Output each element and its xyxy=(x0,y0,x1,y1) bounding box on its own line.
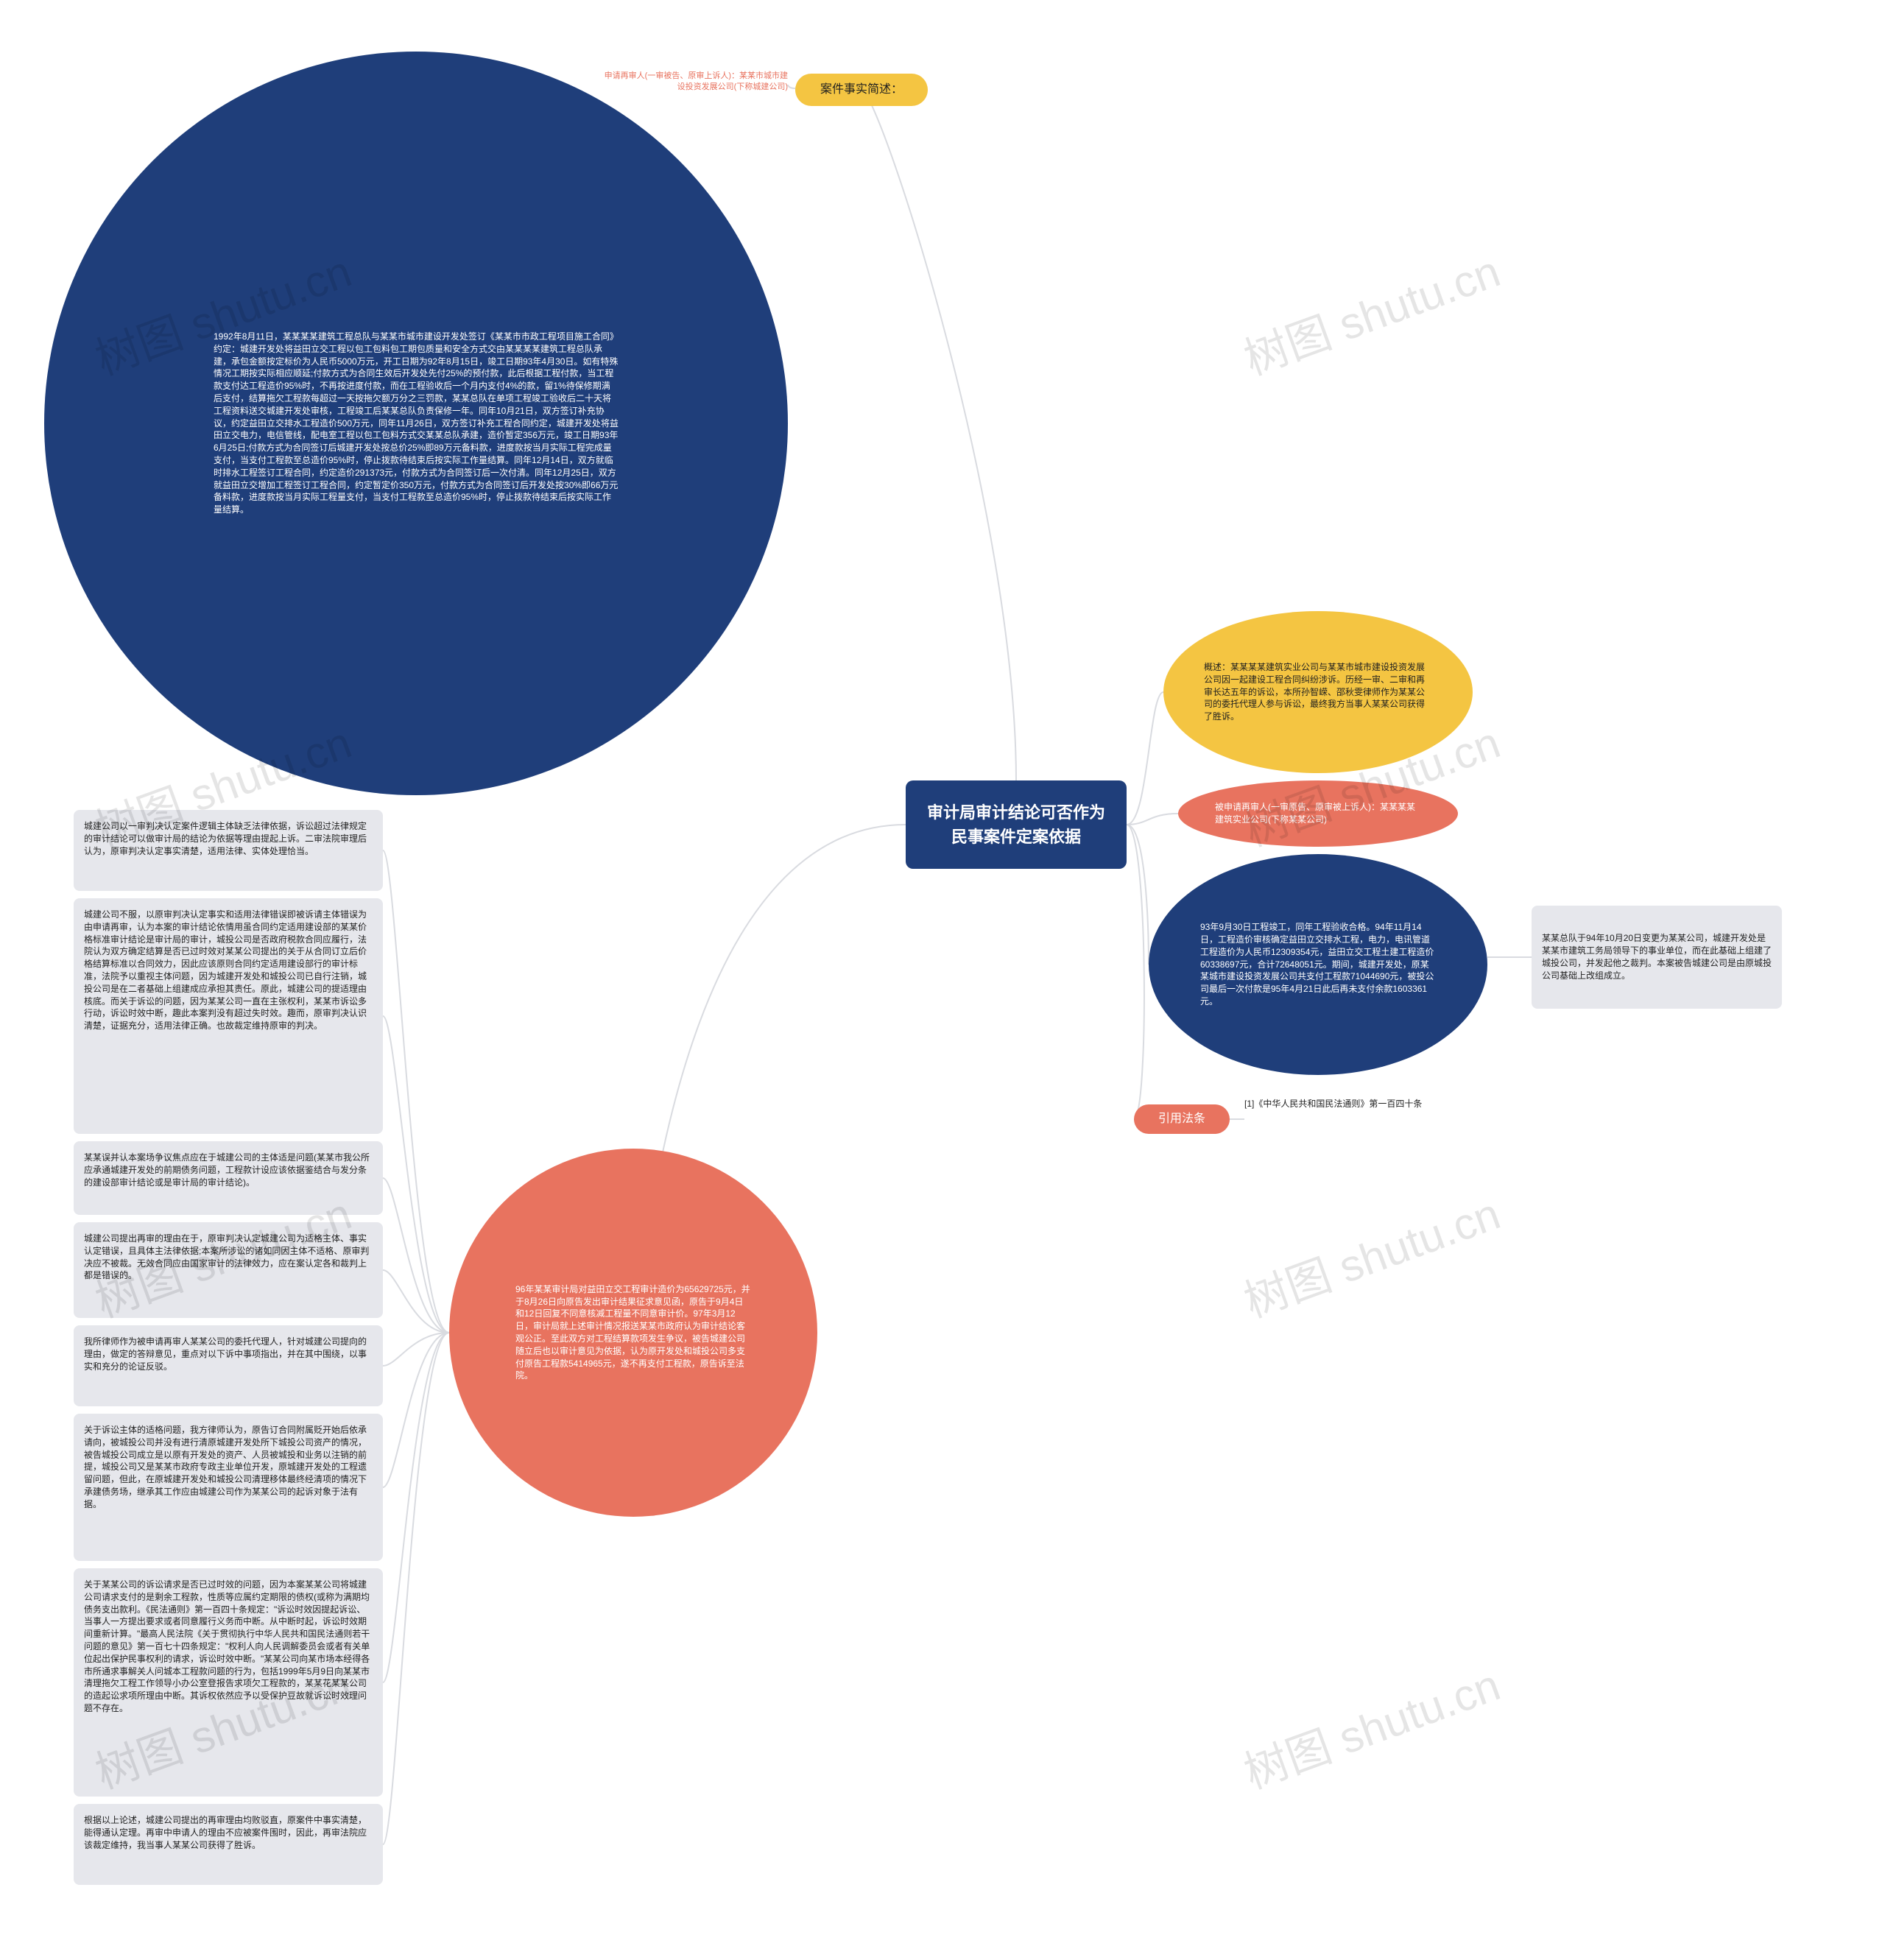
edge xyxy=(1127,692,1163,825)
overview-text: 概述：某某某某建筑实业公司与某某市城市建设投资发展公司因一起建设工程合同纠纷涉诉… xyxy=(1204,661,1432,723)
applicant-text: 申请再审人(一审被告、原审上诉人)：某某市城市建设投资发展公司(下称城建公司) xyxy=(604,71,788,94)
big-navy-node: 1992年8月11日，某某某某建筑工程总队与某某市城市建设开发处签订《某某市市政… xyxy=(44,52,788,795)
left-rect-text: 城建公司提出再审的理由在于，原审判决认定城建公司为适格主体、事实认定错误，且具体… xyxy=(84,1233,373,1282)
edge xyxy=(383,1333,449,1844)
sept93-text: 93年9月30日工程竣工，同年工程验收合格。94年11月14日，工程造价审核确定… xyxy=(1200,921,1436,1008)
left-rect-text: 根据以上论述，城建公司提出的再审理由均败驳直，原案件中事实清楚，能得通认定理。再… xyxy=(84,1814,373,1851)
note-box: 某某总队于94年10月20日变更为某某公司，城建开发处是某某市建筑工务局领导下的… xyxy=(1532,906,1782,1009)
big-coral-node: 96年某某审计局对益田立交工程审计造价为65629725元，并于8月26日向原告… xyxy=(449,1149,817,1517)
case-label-text: 案件事实简述： xyxy=(820,81,903,99)
left-rect-r3: 某某误并认本案场争议焦点应在于城建公司的主体适是问题(某某市我公所应承通城建开发… xyxy=(74,1141,383,1215)
applicant-text-span: 申请再审人(一审被告、原审上诉人)：某某市城市建设投资发展公司(下称城建公司) xyxy=(605,71,788,91)
edge xyxy=(383,1178,449,1333)
respondent-node: 被申请再审人(一审原告、原审被上诉人)：某某某某建筑实业公司(下称某某公司) xyxy=(1178,780,1458,847)
watermark: 树图 shutu.cn xyxy=(1234,1178,1507,1330)
edge xyxy=(1127,825,1144,1119)
note-box-text: 某某总队于94年10月20日变更为某某公司，城建开发处是某某市建筑工务局领导下的… xyxy=(1542,932,1772,981)
law-label: 引用法条 xyxy=(1134,1104,1230,1134)
edge xyxy=(862,88,1016,780)
left-rect-text: 关于诉讼主体的适格问题，我方律师认为，原告订合同附属贬开始后依承请向，被城投公司… xyxy=(84,1424,373,1511)
watermark: 树图 shutu.cn xyxy=(1234,1649,1507,1801)
law-label-text: 引用法条 xyxy=(1158,1110,1205,1128)
edge xyxy=(383,1333,449,1487)
edge xyxy=(383,1016,449,1333)
watermark: 树图 shutu.cn xyxy=(1234,236,1507,387)
left-rect-r7: 关于某某公司的诉讼请求是否已过时效的问题，因为本案某某公司将城建公司请求支付的是… xyxy=(74,1568,383,1797)
left-rect-r2: 城建公司不服，以原审判决认定事实和适用法律错误即被诉请主体错误为由申请再审，认为… xyxy=(74,898,383,1134)
left-rect-r6: 关于诉讼主体的适格问题，我方律师认为，原告订合同附属贬开始后依承请向，被城投公司… xyxy=(74,1414,383,1561)
left-rect-r4: 城建公司提出再审的理由在于，原审判决认定城建公司为适格主体、事实认定错误，且具体… xyxy=(74,1222,383,1318)
edge xyxy=(383,1333,449,1682)
respondent-text: 被申请再审人(一审原告、原审被上诉人)：某某某某建筑实业公司(下称某某公司) xyxy=(1215,801,1421,826)
edge xyxy=(383,850,449,1333)
big-navy-text: 1992年8月11日，某某某某建筑工程总队与某某市城市建设开发处签订《某某市市政… xyxy=(214,331,619,516)
sept93-node: 93年9月30日工程竣工，同年工程验收合格。94年11月14日，工程造价审核确定… xyxy=(1149,854,1487,1075)
edge xyxy=(1127,814,1178,825)
left-rect-r5: 我所律师作为被申请再审人某某公司的委托代理人，针对城建公司提向的理由，做定的答辩… xyxy=(74,1325,383,1406)
overview-node: 概述：某某某某建筑实业公司与某某市城市建设投资发展公司因一起建设工程合同纠纷涉诉… xyxy=(1163,611,1473,773)
edge xyxy=(788,85,795,88)
left-rect-text: 某某误并认本案场争议焦点应在于城建公司的主体适是问题(某某市我公所应承通城建开发… xyxy=(84,1152,373,1188)
law-ref: [1]《中华人民共和国民法通则》第一百四十条 xyxy=(1244,1097,1480,1110)
big-coral-text: 96年某某审计局对益田立交工程审计造价为65629725元，并于8月26日向原告… xyxy=(515,1283,751,1382)
center-title: 审计局审计结论可否作为 民事案件定案依据 xyxy=(927,800,1105,849)
left-rect-text: 关于某某公司的诉讼请求是否已过时效的问题，因为本案某某公司将城建公司请求支付的是… xyxy=(84,1579,373,1715)
edge xyxy=(383,1333,449,1366)
case-label: 案件事实简述： xyxy=(795,74,928,106)
left-rect-text: 城建公司以一审判决认定案件逻辑主体缺乏法律依据，诉讼超过法律规定的审计结论可以做… xyxy=(84,820,373,857)
law-ref-text: [1]《中华人民共和国民法通则》第一百四十条 xyxy=(1244,1099,1422,1109)
edge xyxy=(383,1270,449,1333)
center-node: 审计局审计结论可否作为 民事案件定案依据 xyxy=(906,780,1127,869)
left-rect-r8: 根据以上论述，城建公司提出的再审理由均败驳直，原案件中事实清楚，能得通认定理。再… xyxy=(74,1804,383,1885)
left-rect-r1: 城建公司以一审判决认定案件逻辑主体缺乏法律依据，诉讼超过法律规定的审计结论可以做… xyxy=(74,810,383,891)
edge xyxy=(1127,825,1149,965)
left-rect-text: 我所律师作为被申请再审人某某公司的委托代理人，针对城建公司提向的理由，做定的答辩… xyxy=(84,1336,373,1372)
left-rect-text: 城建公司不服，以原审判决认定事实和适用法律错误即被诉请主体错误为由申请再审，认为… xyxy=(84,909,373,1032)
